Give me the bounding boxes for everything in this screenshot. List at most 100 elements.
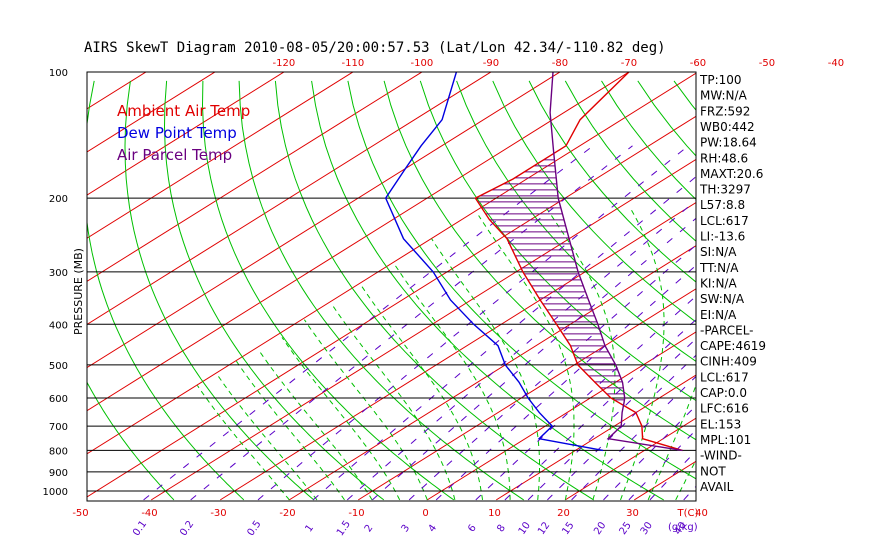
top-temp-tick-label: -40 bbox=[828, 58, 844, 69]
pressure-tick-label: 100 bbox=[49, 68, 68, 79]
dry-adiabat-line bbox=[311, 80, 664, 501]
dry-adiabat-line bbox=[201, 80, 455, 501]
bottom-temp-tick-label: -40 bbox=[141, 508, 157, 519]
bottom-temp-tick-label: -10 bbox=[348, 508, 364, 519]
moist-adiabat-line bbox=[394, 265, 511, 500]
moist-adiabat-line bbox=[217, 375, 318, 501]
dry-adiabat-line bbox=[238, 80, 524, 501]
legend-entry: Ambient Air Temp bbox=[117, 102, 250, 120]
pressure-tick-label: 600 bbox=[49, 394, 68, 405]
legend-entry: Air Parcel Temp bbox=[117, 146, 232, 164]
isotherm-line bbox=[772, 63, 870, 500]
isotherm-line bbox=[841, 63, 870, 500]
top-temp-tick-label: -100 bbox=[411, 58, 434, 69]
y-axis-label: PRESSURE (MB) bbox=[72, 248, 85, 335]
isotherm-line bbox=[87, 72, 696, 455]
bottom-temp-tick-label: -20 bbox=[279, 508, 295, 519]
dry-adiabat-line bbox=[163, 80, 385, 501]
index-entry: CINH:409 bbox=[700, 355, 757, 369]
moist-adiabat-line bbox=[331, 304, 456, 501]
mixing-ratio-tick-label: 3 bbox=[400, 523, 413, 535]
dew-point-temp-line bbox=[384, 72, 604, 452]
moist-adiabat-line bbox=[620, 206, 665, 501]
index-entry: TT:N/A bbox=[699, 261, 739, 275]
isotherm-line bbox=[87, 72, 285, 196]
moist-adiabat-line bbox=[647, 383, 696, 501]
mixing-ratio-tick-label: 25 bbox=[618, 520, 634, 537]
dry-adiabat-line bbox=[492, 80, 696, 323]
mixing-ratio-tick-label: 1 bbox=[303, 523, 316, 535]
profile-curves bbox=[384, 72, 683, 452]
index-entry: PW:18.64 bbox=[700, 136, 757, 150]
mixing-ratio-tick-label: 12 bbox=[536, 520, 552, 537]
dry-adiabat-line bbox=[456, 80, 696, 363]
top-temp-tick-label: -50 bbox=[759, 58, 775, 69]
mixing-ratio-line bbox=[435, 264, 696, 501]
bottom-temp-tick-label: 30 bbox=[626, 508, 639, 519]
index-entry: FRZ:592 bbox=[700, 104, 750, 118]
isotherm-line bbox=[87, 72, 561, 369]
plot-frame bbox=[86, 71, 697, 502]
isotherm-line bbox=[0, 63, 23, 500]
dry-adiabat-line bbox=[855, 81, 870, 500]
isotherm-line bbox=[220, 201, 696, 501]
dry-adiabat-line bbox=[87, 381, 175, 501]
dry-adiabat-line bbox=[347, 80, 696, 480]
isotherm-line bbox=[565, 417, 696, 501]
index-entry: L57:8.8 bbox=[700, 198, 745, 212]
index-entry: AVAIL bbox=[700, 480, 734, 494]
top-temp-tick-label: -60 bbox=[690, 58, 706, 69]
mixing-ratio-tick-label: 0.2 bbox=[178, 519, 196, 538]
bottom-temp-tick-label: 20 bbox=[557, 508, 570, 519]
dry-adiabat-line bbox=[383, 80, 696, 441]
cape-shading bbox=[477, 153, 625, 401]
bottom-temp-tick-label: -50 bbox=[72, 508, 88, 519]
index-entry: MPL:101 bbox=[700, 433, 751, 447]
index-entry: EL:153 bbox=[700, 417, 741, 431]
isotherm-line bbox=[427, 331, 696, 501]
dry-adiabat-line bbox=[783, 81, 870, 500]
mixing-ratio-tick-label: 1.5 bbox=[335, 519, 353, 538]
mixing-ratio-tick-label: 0.1 bbox=[131, 519, 149, 538]
mixing-ratio-line bbox=[649, 450, 696, 501]
index-entry: CAP:0.0 bbox=[700, 386, 747, 400]
index-entry: KI:N/A bbox=[700, 276, 737, 290]
moist-adiabat-line bbox=[235, 360, 345, 501]
pressure-tick-label: 300 bbox=[49, 268, 68, 279]
index-entry: MAXT:20.6 bbox=[700, 167, 763, 181]
bottom-temp-tick-label: 10 bbox=[488, 508, 501, 519]
mixing-ratio-tick-label: 10 bbox=[517, 520, 533, 537]
index-entry: LCL:617 bbox=[700, 370, 749, 384]
pressure-tick-label: 900 bbox=[49, 468, 68, 479]
mixing-ratio-line bbox=[143, 145, 594, 501]
index-entry: SW:N/A bbox=[700, 292, 745, 306]
index-entry: -PARCEL- bbox=[700, 323, 754, 337]
top-temp-tick-label: -110 bbox=[342, 58, 365, 69]
mixing-ratio-tick-label: 15 bbox=[560, 520, 576, 537]
moist-adiabat-line bbox=[359, 283, 483, 500]
isotherm-line bbox=[496, 374, 696, 501]
legend-entry: Dew Point Temp bbox=[117, 124, 237, 142]
dry-adiabat-line bbox=[528, 80, 696, 283]
legend: Ambient Air Temp Dew Point Temp Air Parcel… bbox=[117, 102, 250, 164]
x-axis-label: T(C) bbox=[677, 508, 699, 519]
isotherm-line bbox=[87, 115, 696, 498]
air-parcel-temp-line bbox=[549, 72, 683, 452]
pressure-tick-label: 800 bbox=[49, 446, 68, 457]
index-entry: TP:100 bbox=[699, 73, 742, 87]
pressure-tick-label: 700 bbox=[49, 422, 68, 433]
mixing-ratio-tick-label: 6 bbox=[466, 523, 479, 535]
moist-adiabat-line bbox=[303, 319, 428, 501]
mixing-ratio-tick-label: 30 bbox=[639, 520, 655, 537]
index-entry: LI:-13.6 bbox=[700, 230, 745, 244]
moist-adiabat-line bbox=[675, 458, 696, 501]
moist-adiabat-line bbox=[545, 206, 616, 501]
index-entry: -WIND- bbox=[700, 449, 742, 463]
mixing-ratio-unit: (g/kg) bbox=[668, 522, 698, 533]
bottom-temp-tick-label: 0 bbox=[422, 508, 428, 519]
index-entry: SI:N/A bbox=[700, 245, 737, 259]
dry-adiabat-line bbox=[747, 81, 870, 500]
index-entry: RH:48.6 bbox=[700, 151, 748, 165]
background-grid bbox=[0, 63, 870, 501]
